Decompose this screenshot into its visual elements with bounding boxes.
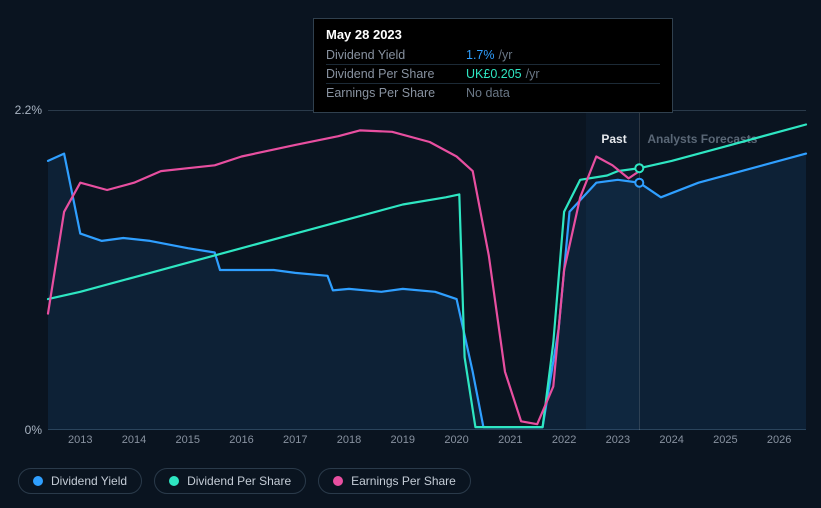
x-tick-label: 2016 — [229, 434, 253, 446]
tooltip-key: Dividend Per Share — [326, 67, 466, 81]
legend-swatch — [333, 476, 343, 486]
x-tick-label: 2021 — [498, 434, 522, 446]
legend-label: Dividend Per Share — [187, 474, 291, 488]
tooltip-row: Dividend Yield1.7% /yr — [326, 46, 660, 64]
tooltip-date: May 28 2023 — [326, 27, 660, 42]
x-tick-label: 2014 — [122, 434, 146, 446]
legend-label: Earnings Per Share — [351, 474, 456, 488]
tooltip-key: Dividend Yield — [326, 48, 466, 62]
hover-tooltip: May 28 2023 Dividend Yield1.7%/yrDividen… — [313, 18, 673, 113]
legend-swatch — [169, 476, 179, 486]
x-tick-label: 2022 — [552, 434, 576, 446]
x-tick-label: 2024 — [659, 434, 683, 446]
legend-swatch — [33, 476, 43, 486]
tooltip-value: No data — [466, 86, 510, 100]
legend-label: Dividend Yield — [51, 474, 127, 488]
y-axis-min-label: 0% — [25, 423, 42, 437]
legend: Dividend Yield Dividend Per Share Earnings… — [18, 468, 471, 494]
tooltip-value: 1.7% — [466, 48, 495, 62]
x-tick-label: 2015 — [176, 434, 200, 446]
tooltip-key: Earnings Per Share — [326, 86, 466, 100]
tooltip-suffix: /yr — [499, 48, 513, 62]
x-tick-label: 2023 — [606, 434, 630, 446]
x-tick-label: 2019 — [391, 434, 415, 446]
chart-plot-area: 2.2% 0% Past Analysts Forecasts — [48, 110, 806, 430]
chart-svg — [48, 110, 806, 430]
y-axis-max-label: 2.2% — [15, 103, 42, 117]
tooltip-value: UK£0.205 — [466, 67, 522, 81]
x-tick-label: 2026 — [767, 434, 791, 446]
x-tick-label: 2025 — [713, 434, 737, 446]
x-axis-labels: 2013 2014 2015 2016 2017 2018 2019 2020 2021 2022… — [48, 434, 806, 450]
tooltip-row: Dividend Per ShareUK£0.205/yr — [326, 64, 660, 83]
x-tick-label: 2013 — [68, 434, 92, 446]
legend-item[interactable]: Dividend Yield — [18, 468, 142, 494]
tooltip-suffix: /yr — [526, 67, 540, 81]
x-tick-label: 2017 — [283, 434, 307, 446]
x-tick-label: 2020 — [444, 434, 468, 446]
legend-item[interactable]: Dividend Per Share — [154, 468, 306, 494]
legend-item[interactable]: Earnings Per Share — [318, 468, 471, 494]
tooltip-row: Earnings Per ShareNo data — [326, 83, 660, 102]
x-tick-label: 2018 — [337, 434, 361, 446]
